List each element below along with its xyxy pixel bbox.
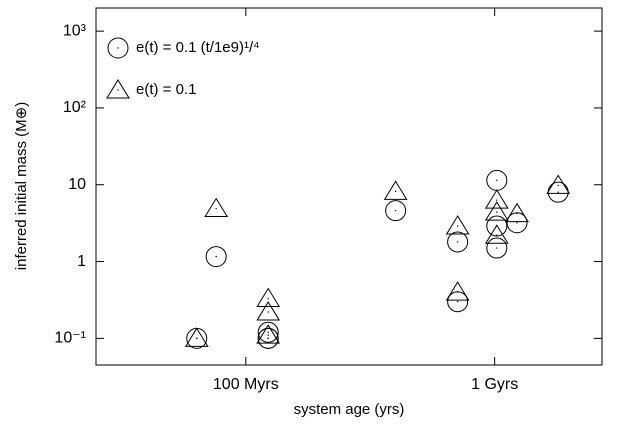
point-center [267,297,269,300]
y-tick-label: 10 [68,176,86,193]
x-tick-label: 1 Gyrs [471,376,518,393]
legend-marker [106,79,130,99]
point [257,327,279,349]
point-center [456,301,459,303]
point-center [496,247,498,249]
point-center [496,234,498,236]
point [205,246,227,268]
y-tick-label: 10³ [63,22,87,39]
point [385,200,407,222]
point-center [196,337,198,340]
point [383,180,408,200]
point-center [456,225,459,227]
legend-marker-center [117,47,119,49]
legend-label: e(t) = 0.1 [136,81,196,98]
point-center [456,241,459,243]
y-tick-label: 1 [77,253,86,270]
y-axis-label: inferred initial mass (M⊕) [13,102,30,270]
point-center [267,331,269,333]
point-center [394,209,397,212]
legend-label: e(t) = 0.1 (t/1e9)¹/⁴ [136,39,260,56]
x-axis-label: system age (yrs) [294,401,405,418]
legend-marker-center [117,89,119,91]
point-center [496,199,498,201]
point [484,201,509,221]
point-center [557,184,559,187]
point-center [267,334,269,336]
plot-frame [95,7,603,366]
point-center [516,222,518,224]
point-center [267,311,269,313]
point-center [215,255,217,258]
point-center [496,211,498,213]
point [256,287,281,308]
point-center [394,190,397,193]
point [486,237,508,259]
y-tick-label: 10⁻¹ [54,330,86,347]
x-tick-label: 100 Myrs [213,376,279,393]
point [256,324,281,344]
point [484,189,509,209]
point-center [456,291,459,293]
point [257,321,279,343]
point [546,174,571,194]
point [256,301,281,321]
point [445,215,470,235]
point [447,231,469,253]
point [204,197,229,218]
point [445,281,470,301]
point [506,212,528,234]
point [484,224,509,244]
y-tick-label: 10² [63,99,87,116]
point-center [496,179,498,182]
point-center [215,207,217,210]
point-center [267,337,269,340]
point [184,327,209,347]
point-center [516,212,518,215]
point-center [557,191,559,193]
point [505,202,529,223]
legend-marker [107,37,129,59]
point [486,215,508,237]
